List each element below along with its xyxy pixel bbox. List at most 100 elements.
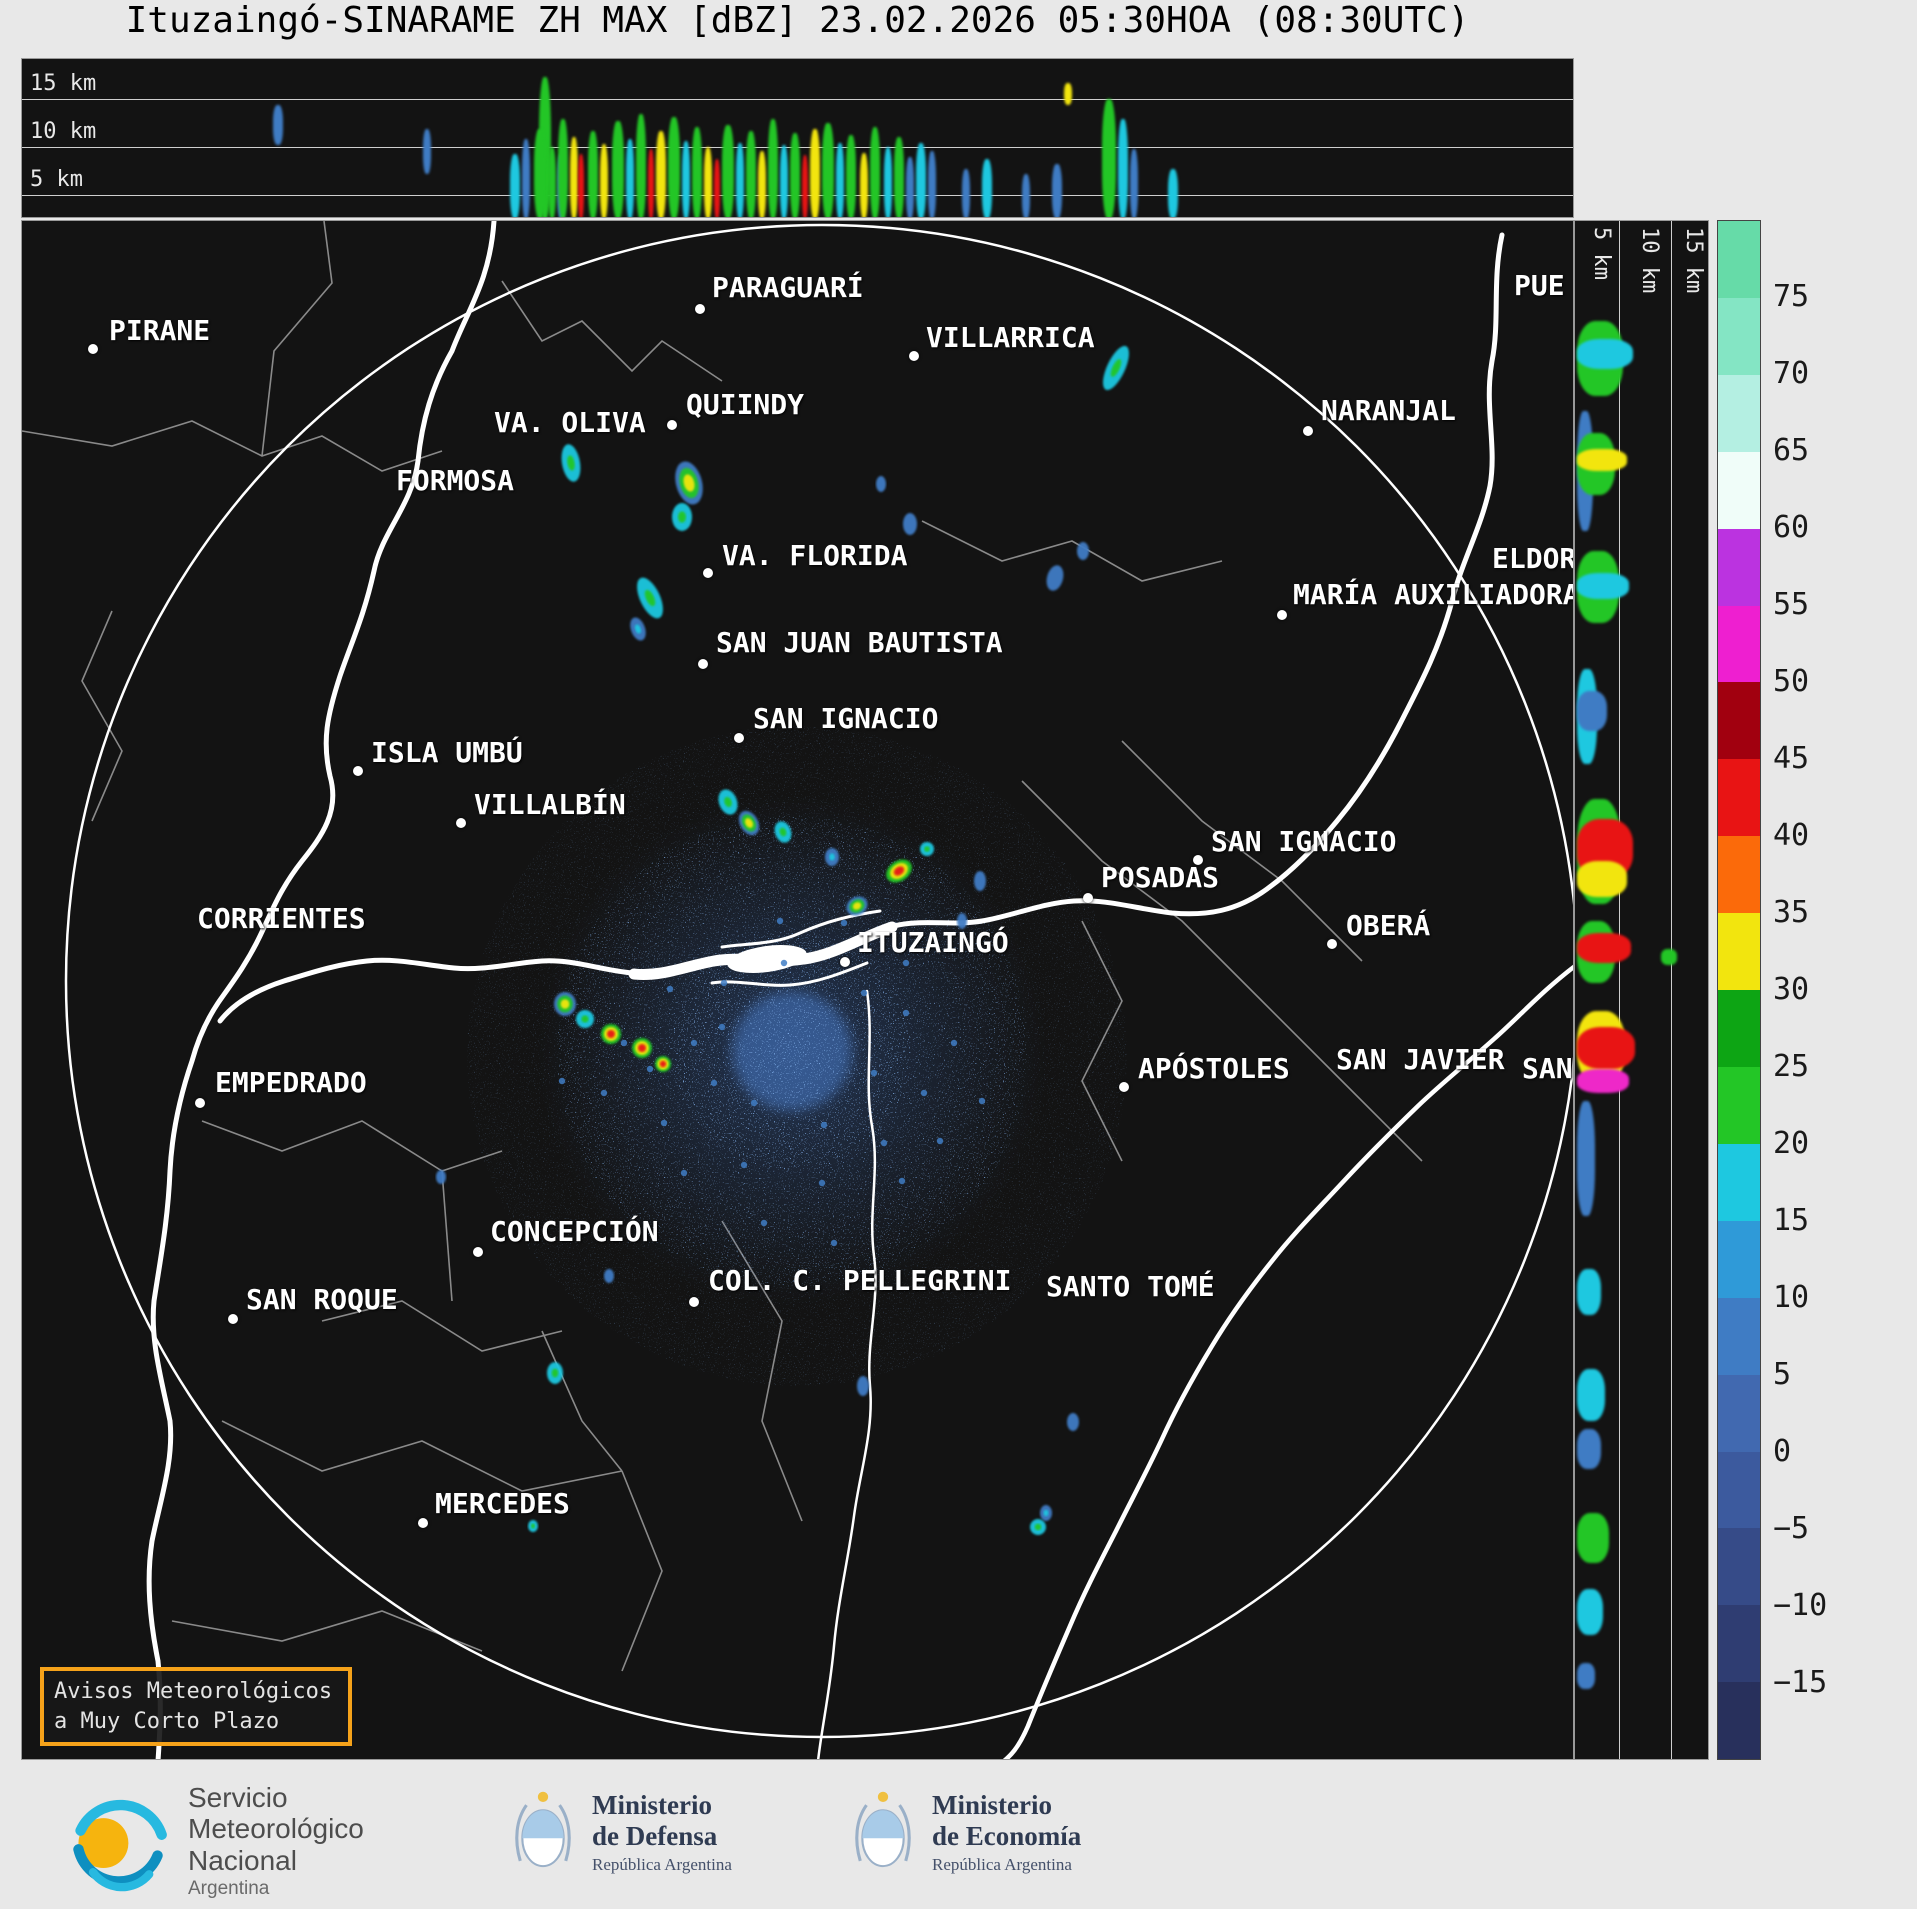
storm-cell — [893, 866, 905, 876]
colorbar-tick-label: 20 — [1773, 1125, 1810, 1161]
clutter-dot — [820, 1121, 828, 1129]
echo-cell — [692, 127, 702, 217]
clutter-dot — [680, 1169, 688, 1177]
colorbar-segment — [1718, 297, 1760, 375]
axis-label-10km: 10 km — [30, 119, 97, 144]
echo-cell — [810, 129, 820, 217]
echo-cell — [570, 137, 578, 217]
storm-cell — [644, 589, 656, 607]
clutter-dot — [902, 1009, 910, 1017]
echo-cell — [870, 127, 880, 217]
colorbar-segment — [1718, 1682, 1760, 1760]
echo-cell — [768, 119, 778, 217]
colorbar-tick-label: 50 — [1773, 663, 1810, 699]
echo-cell — [802, 155, 808, 217]
storm-cell — [857, 1376, 869, 1396]
smn-line-1: Servicio — [188, 1782, 288, 1813]
echo-cell — [522, 139, 530, 217]
echo-cell — [612, 121, 624, 217]
clutter-dot — [750, 1099, 758, 1107]
smn-logo-block: Servicio Meteorológico Nacional Argentin… — [66, 1782, 364, 1899]
echo-cell — [636, 114, 646, 217]
colorbar-tick-label: 65 — [1773, 432, 1810, 468]
defensa-emblem-icon — [515, 1791, 571, 1868]
city-label: MERCEDES — [435, 1487, 570, 1520]
colorbar-segment — [1718, 1220, 1760, 1298]
clutter-dot — [920, 1089, 928, 1097]
city-label: ELDOR — [1492, 542, 1574, 575]
colorbar-segment — [1718, 682, 1760, 760]
echo-cell — [548, 147, 556, 217]
warning-line-1: Avisos Meteorológicos — [54, 1679, 333, 1704]
city-dot — [353, 766, 363, 776]
echo-cell — [860, 153, 868, 217]
echo-cell — [626, 139, 634, 217]
storm-cell — [744, 818, 754, 828]
colorbar-tick-label: 35 — [1773, 894, 1810, 930]
city-label: OBERÁ — [1346, 909, 1431, 942]
colorbar-tick-label: 0 — [1773, 1433, 1792, 1469]
storm-cell — [1043, 1509, 1049, 1517]
city-label: SAN JUAN BAUTISTA — [716, 626, 1003, 659]
echo-cell — [1577, 1027, 1635, 1069]
clutter-dot — [860, 989, 868, 997]
city-dot — [695, 304, 705, 314]
colorbar-segment — [1718, 1451, 1760, 1529]
storm-cell — [607, 1030, 615, 1038]
echo-cell — [600, 144, 608, 217]
top-height-profile: 15 km 10 km 5 km — [21, 58, 1574, 218]
echo-cell — [668, 117, 680, 217]
clutter-dot — [830, 1239, 838, 1247]
storm-cell — [1034, 1523, 1042, 1531]
echo-cell — [1661, 949, 1677, 965]
echo-cell — [928, 151, 936, 217]
clutter-dot — [720, 979, 728, 987]
echo-cell — [1102, 99, 1116, 217]
clutter-dot — [718, 1023, 726, 1031]
economia-line-3: República Argentina — [932, 1854, 1072, 1874]
echo-cell — [722, 125, 734, 217]
echo-cell — [822, 123, 834, 217]
city-label: ITUZAINGÓ — [857, 926, 1009, 959]
storm-cell — [1067, 1413, 1079, 1431]
city-dot — [1327, 939, 1337, 949]
clutter-dot — [620, 1039, 628, 1047]
echo-cell — [1577, 1101, 1595, 1216]
colorbar-tick-label: −5 — [1773, 1510, 1810, 1546]
city-label: QUIINDY — [686, 388, 805, 421]
clutter-dot — [710, 1079, 718, 1087]
city-label: COL. C. PELLEGRINI — [708, 1264, 1012, 1297]
echo-cell — [273, 105, 283, 145]
clutter-dot — [978, 1097, 986, 1105]
footer: Servicio Meteorológico Nacional Argentin… — [0, 1768, 1917, 1909]
city-dot — [88, 344, 98, 354]
colorbar-segment — [1718, 836, 1760, 914]
city-dot — [667, 420, 677, 430]
echo-cell — [790, 133, 800, 217]
smn-line-4: Argentina — [188, 1878, 270, 1900]
colorbar-tick-label: 30 — [1773, 971, 1810, 1007]
echo-cell — [1577, 933, 1631, 963]
colorbar-tick-label: 70 — [1773, 355, 1810, 391]
storm-cell — [683, 474, 695, 492]
colorbar-segment — [1718, 605, 1760, 683]
city-dot — [1277, 610, 1287, 620]
city-label: PUE — [1514, 269, 1565, 302]
storm-cell — [829, 853, 835, 861]
echo-cell — [746, 131, 756, 217]
echo-cell — [894, 137, 904, 217]
echo-cell — [1577, 691, 1607, 731]
city-dot — [456, 818, 466, 828]
city-dot — [1083, 893, 1093, 903]
colorbar-tick-label: 55 — [1773, 586, 1810, 622]
storm-cell — [604, 1269, 614, 1283]
echo-cell — [1577, 573, 1629, 599]
clutter-dot — [870, 1069, 878, 1077]
clutter-dot — [690, 1039, 698, 1047]
city-dot — [1193, 855, 1203, 865]
storm-cell — [659, 1060, 667, 1068]
colorbar-segment — [1718, 913, 1760, 991]
colorbar-tick-label: 75 — [1773, 278, 1810, 314]
clutter-dot — [902, 959, 910, 967]
